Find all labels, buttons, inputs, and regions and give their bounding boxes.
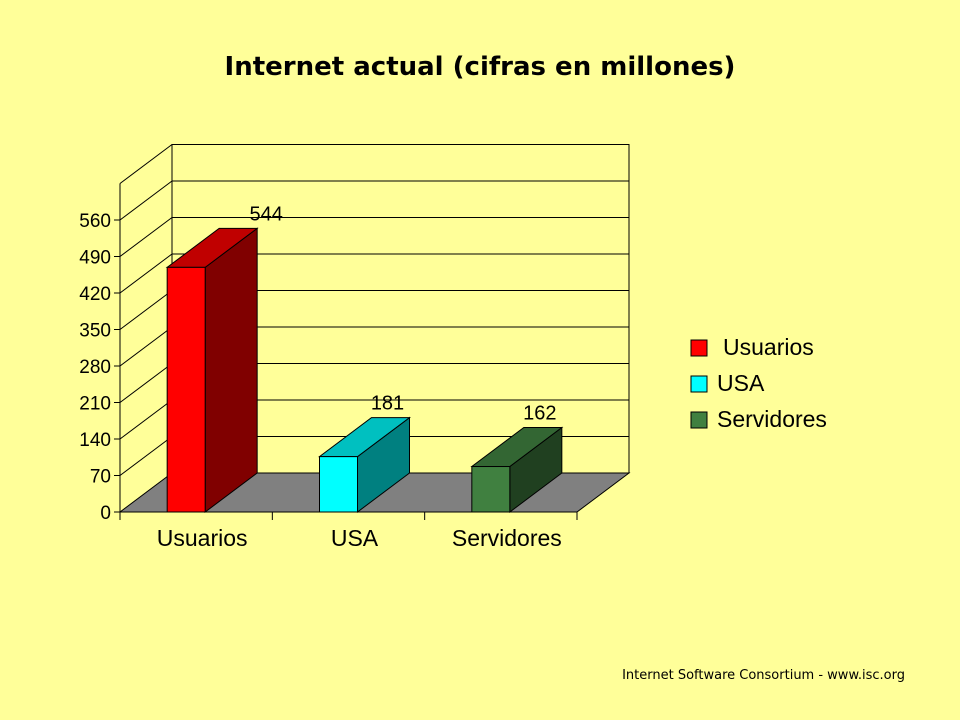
bar-side-face	[204, 227, 258, 514]
gridline-side	[119, 253, 173, 294]
x-tick-labels: Usuarios USA Servidores	[157, 525, 562, 551]
legend-swatch	[690, 339, 708, 357]
legend-swatch	[690, 411, 708, 429]
y-tick-label: 280	[79, 357, 111, 378]
y-tick-labels: 0 70 140 210 280 350 420 490 560	[79, 211, 111, 524]
bar-front-face	[471, 466, 511, 513]
bar-front-face	[319, 456, 358, 513]
x-tick-label: USA	[331, 525, 379, 551]
x-tick-label: Usuarios	[157, 525, 248, 551]
data-label: 162	[523, 403, 556, 425]
legend: Usuarios USA Servidores	[690, 334, 827, 432]
y-tick-label: 140	[79, 430, 111, 451]
y-tick-label: 0	[100, 503, 111, 524]
footer-credit: Internet Software Consortium - www.isc.o…	[622, 668, 905, 683]
y-tick-label: 350	[79, 321, 111, 342]
gridline-side	[119, 326, 173, 367]
gridline-side	[119, 217, 173, 257]
bars	[165, 227, 564, 514]
gridline-side	[119, 399, 173, 440]
bar-usa	[318, 416, 411, 513]
chart-title: Internet actual (cifras en millones)	[224, 52, 736, 82]
bar-servidores	[470, 426, 564, 514]
legend-item: Servidores	[690, 406, 827, 432]
legend-item: Usuarios	[690, 334, 814, 360]
gridline-side	[119, 436, 173, 476]
gridline-side	[119, 180, 173, 221]
legend-item: USA	[690, 370, 765, 396]
legend-label: USA	[717, 370, 765, 396]
y-tick-label: 210	[79, 394, 111, 415]
x-tick-label: Servidores	[452, 525, 562, 551]
data-label: 181	[371, 393, 404, 415]
gridline-side	[119, 290, 173, 330]
legend-label: Usuarios	[723, 334, 814, 360]
left-wall-top-edge	[119, 144, 173, 184]
bar-usuarios	[165, 227, 259, 514]
data-labels: 544 181 162	[249, 203, 556, 424]
y-tick-label: 490	[79, 248, 111, 269]
bar-front-face	[166, 266, 206, 513]
gridline-side	[119, 363, 173, 403]
legend-label: Servidores	[717, 406, 827, 432]
y-tick-label: 70	[90, 467, 111, 488]
y-tick-label: 420	[79, 284, 111, 305]
data-label: 544	[249, 203, 282, 225]
legend-swatch	[690, 375, 708, 393]
y-tick-label: 560	[79, 211, 111, 232]
